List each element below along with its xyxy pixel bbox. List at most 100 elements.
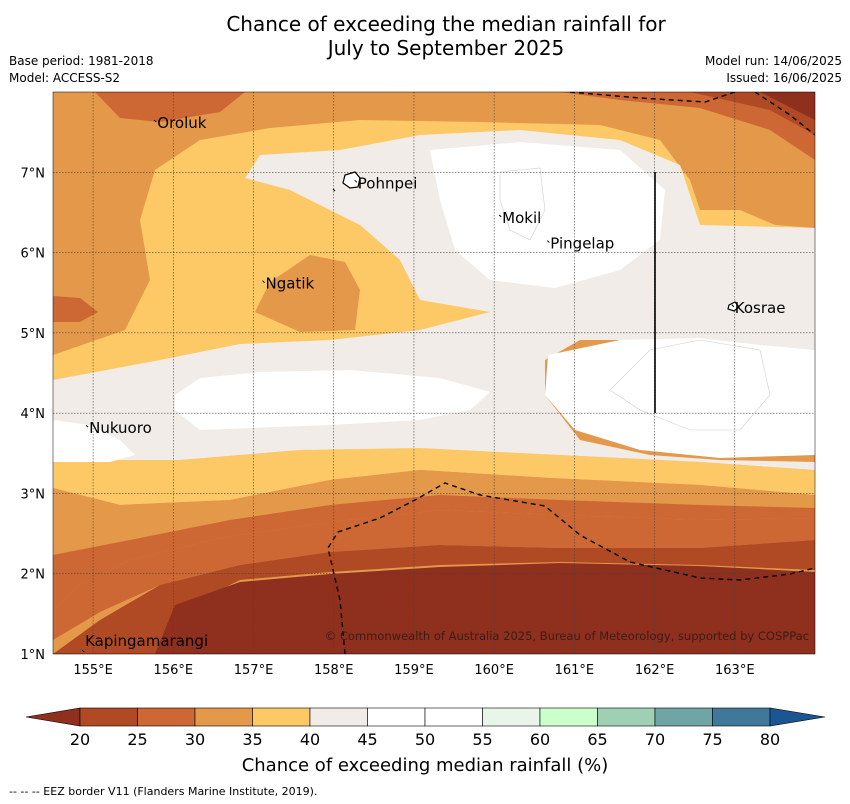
- title-line-1: Chance of exceeding the median rainfall …: [226, 12, 666, 36]
- place-label: Pohnpei: [358, 174, 418, 192]
- lat-tick-label: 5°N: [21, 327, 46, 342]
- place-label: Pingelap: [550, 235, 614, 253]
- lat-tick-label: 1°N: [21, 648, 46, 663]
- colorbar-tick-label: 55: [472, 730, 492, 749]
- colorbar-tick-label: 40: [300, 730, 320, 749]
- band-45-55-kosrae: [545, 338, 815, 458]
- band-20-25-south: [53, 540, 815, 654]
- colorbar-tick-label: 50: [415, 730, 435, 749]
- colorbar-tick-label: 25: [127, 730, 147, 749]
- lon-tick-label: 158°E: [314, 663, 354, 678]
- place-label: Kosrae: [735, 299, 786, 317]
- place-marker: [262, 280, 265, 284]
- place-marker: [546, 240, 550, 243]
- place-label: Ngatik: [266, 275, 315, 293]
- band-35-40-south: [53, 445, 815, 505]
- place-label: Mokil: [502, 209, 541, 227]
- band-below-20-ne: [760, 92, 815, 120]
- colorbar-tick-label: 30: [185, 730, 205, 749]
- lat-tick-label: 4°N: [21, 407, 46, 422]
- lat-tick-label: 2°N: [21, 568, 46, 583]
- lon-tick-label: 161°E: [555, 663, 595, 678]
- place-label: Kapingamarangi: [85, 632, 208, 650]
- base-period: Base period: 1981-2018: [9, 54, 154, 68]
- eez-border-south: [327, 482, 815, 654]
- band-below-20-south: [155, 563, 815, 654]
- meta-right: Model run: 14/06/2025 Issued: 16/06/2025: [705, 53, 842, 87]
- lat-tick-label: 7°N: [21, 166, 46, 181]
- band-45-55-nukuoro: [53, 420, 135, 462]
- colorbar-segment: [424, 707, 483, 727]
- colorbar-tick-label: 60: [530, 730, 550, 749]
- place-marker: [85, 424, 89, 428]
- band-25-30-south-b: [53, 510, 815, 654]
- colorbar-segment: [367, 707, 426, 727]
- plot-frame: [52, 91, 816, 655]
- eez-borders: [327, 92, 815, 654]
- colorbar-tick-label: 20: [70, 730, 90, 749]
- contour-line-kosrae: [609, 339, 771, 431]
- model-name: Model: ACCESS-S2: [9, 71, 121, 85]
- colorbar-segment: [597, 707, 656, 727]
- eez-border-ne: [569, 92, 736, 103]
- band-25-30-nw: [95, 92, 245, 122]
- colorbar-high-arrow: [769, 707, 826, 727]
- colorbar-tick-label: 65: [587, 730, 607, 749]
- colorbar-segment: [482, 707, 541, 727]
- colorbar-segment: [137, 707, 196, 727]
- band-25-30-ne: [560, 92, 815, 160]
- colorbar-segment: [712, 707, 771, 727]
- colorbar: 20 25 30 35 40 45 50 55 60 65 70 75 80: [25, 707, 826, 749]
- contour-fill: [53, 92, 815, 654]
- colorbar-segment: [79, 707, 138, 727]
- issued-date: Issued: 16/06/2025: [726, 71, 842, 85]
- lat-tick-label: 6°N: [21, 247, 46, 262]
- meta-left: Base period: 1981-2018 Model: ACCESS-S2: [9, 53, 154, 87]
- place-label: Nukuoro: [89, 419, 152, 437]
- colorbar-segment: [309, 707, 368, 727]
- band-25-30-south: [53, 495, 815, 610]
- band-45-55-central: [175, 370, 490, 430]
- axis-labels: 155°E 156°E 157°E 158°E 159°E 160°E 161°E 162°E…: [21, 166, 755, 678]
- place-marker: [81, 649, 85, 653]
- model-run: Model run: 14/06/2025: [704, 54, 842, 68]
- colorbar-segment: [539, 707, 598, 727]
- band-45-55-mokil: [430, 142, 665, 288]
- ant-atoll-icon: [332, 188, 336, 192]
- colorbar-tick-label: 75: [702, 730, 722, 749]
- gridlines: [53, 92, 815, 654]
- lon-tick-label: 160°E: [474, 663, 514, 678]
- place-marker: [354, 179, 358, 183]
- colorbar-label: Chance of exceeding median rainfall (%): [241, 755, 609, 776]
- band-30-35-ngatik: [255, 255, 360, 332]
- place-marker: [153, 119, 157, 123]
- place-label: Oroluk: [157, 114, 206, 132]
- colorbar-segment: [252, 707, 311, 727]
- place-labels: Oroluk Pohnpei Mokil Pingelap Ngatik Kosrae Nu…: [81, 114, 786, 653]
- title-line-2: July to September 2025: [327, 36, 565, 60]
- colorbar-tick-label: 45: [357, 730, 377, 749]
- lon-tick-label: 156°E: [154, 663, 194, 678]
- colorbar-segment: [654, 707, 713, 727]
- map-title: Chance of exceeding the median rainfall …: [0, 12, 850, 60]
- colorbar-low-arrow: [25, 707, 81, 727]
- colorbar-tick-label: 80: [760, 730, 780, 749]
- lon-tick-label: 162°E: [635, 663, 675, 678]
- lon-tick-label: 157°E: [234, 663, 274, 678]
- footnote-eez: -- -- -- EEZ border V11 (Flanders Marine…: [9, 785, 318, 798]
- place-marker: [731, 304, 735, 308]
- contour-line-mokil: [499, 167, 546, 241]
- band-25-30-w: [53, 296, 98, 322]
- lon-tick-label: 163°E: [715, 663, 755, 678]
- place-marker: [498, 214, 502, 218]
- colorbar-segment: [194, 707, 253, 727]
- lon-tick-label: 155°E: [73, 663, 113, 678]
- band-30-35-south: [53, 470, 815, 555]
- colorbar-tick-label: 35: [242, 730, 262, 749]
- pohnpei-island-icon: [342, 171, 361, 189]
- eez-border-ne-corner: [754, 92, 815, 136]
- lat-tick-label: 3°N: [21, 487, 46, 502]
- colorbar-tick-label: 70: [645, 730, 665, 749]
- lon-tick-label: 159°E: [394, 663, 434, 678]
